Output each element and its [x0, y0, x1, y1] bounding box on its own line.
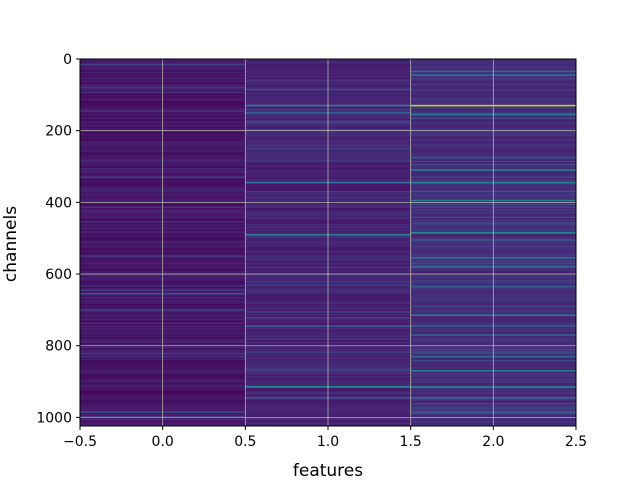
x-axis-label: features [293, 461, 363, 480]
y-tick-label: 1000 [36, 410, 72, 426]
y-tick-label: 0 [63, 52, 72, 68]
y-tick-label: 600 [45, 267, 72, 283]
x-tick-label: 0.5 [234, 434, 256, 450]
y-tick-label: 800 [45, 339, 72, 355]
y-axis-label: channels [1, 206, 21, 282]
y-tick-label: 200 [45, 124, 72, 140]
x-axis-ticks: −0.5 0.0 0.5 1.0 1.5 2.0 2.5 [63, 426, 587, 450]
x-tick-label: 2.5 [565, 434, 587, 450]
grid-lines [79, 58, 577, 426]
x-tick-label: 1.5 [400, 434, 422, 450]
x-tick-label: 2.0 [482, 434, 504, 450]
x-tick-label: −0.5 [63, 434, 97, 450]
x-tick-label: 0.0 [152, 434, 174, 450]
y-axis-ticks: 0 200 400 600 800 1000 [36, 52, 80, 426]
x-tick-label: 1.0 [317, 434, 339, 450]
y-tick-label: 400 [45, 195, 72, 211]
